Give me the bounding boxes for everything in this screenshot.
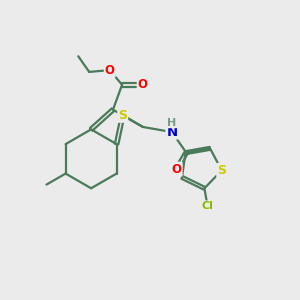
Text: O: O (105, 64, 115, 76)
Text: S: S (217, 164, 226, 177)
Text: N: N (166, 126, 178, 139)
Text: H: H (167, 118, 176, 128)
Text: O: O (138, 78, 148, 91)
Text: O: O (172, 163, 182, 176)
Text: Cl: Cl (202, 201, 214, 211)
Text: S: S (118, 109, 127, 122)
